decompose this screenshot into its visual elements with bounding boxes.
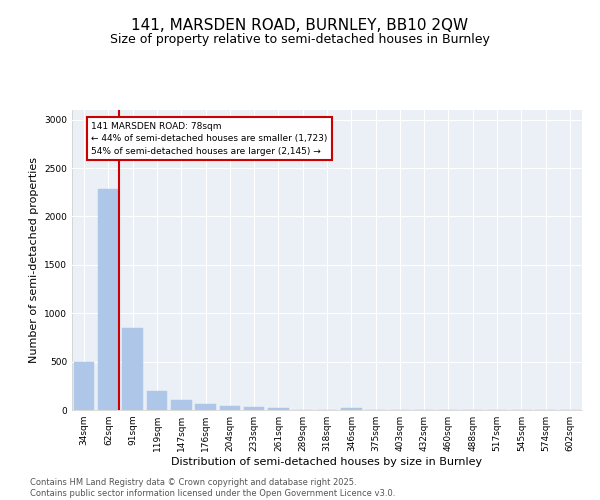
Bar xyxy=(268,408,289,410)
Text: Contains HM Land Registry data © Crown copyright and database right 2025.
Contai: Contains HM Land Registry data © Crown c… xyxy=(30,478,395,498)
Bar xyxy=(171,400,191,410)
Bar xyxy=(341,408,362,410)
Text: 141 MARSDEN ROAD: 78sqm
← 44% of semi-detached houses are smaller (1,723)
54% of: 141 MARSDEN ROAD: 78sqm ← 44% of semi-de… xyxy=(91,122,328,156)
Bar xyxy=(244,408,265,410)
Bar xyxy=(74,362,94,410)
Text: 141, MARSDEN ROAD, BURNLEY, BB10 2QW: 141, MARSDEN ROAD, BURNLEY, BB10 2QW xyxy=(131,18,469,32)
Bar xyxy=(220,406,240,410)
Bar xyxy=(195,404,216,410)
Bar xyxy=(122,328,143,410)
Bar xyxy=(146,390,167,410)
Y-axis label: Number of semi-detached properties: Number of semi-detached properties xyxy=(29,157,38,363)
Text: Size of property relative to semi-detached houses in Burnley: Size of property relative to semi-detach… xyxy=(110,32,490,46)
Bar xyxy=(98,190,119,410)
X-axis label: Distribution of semi-detached houses by size in Burnley: Distribution of semi-detached houses by … xyxy=(172,457,482,467)
